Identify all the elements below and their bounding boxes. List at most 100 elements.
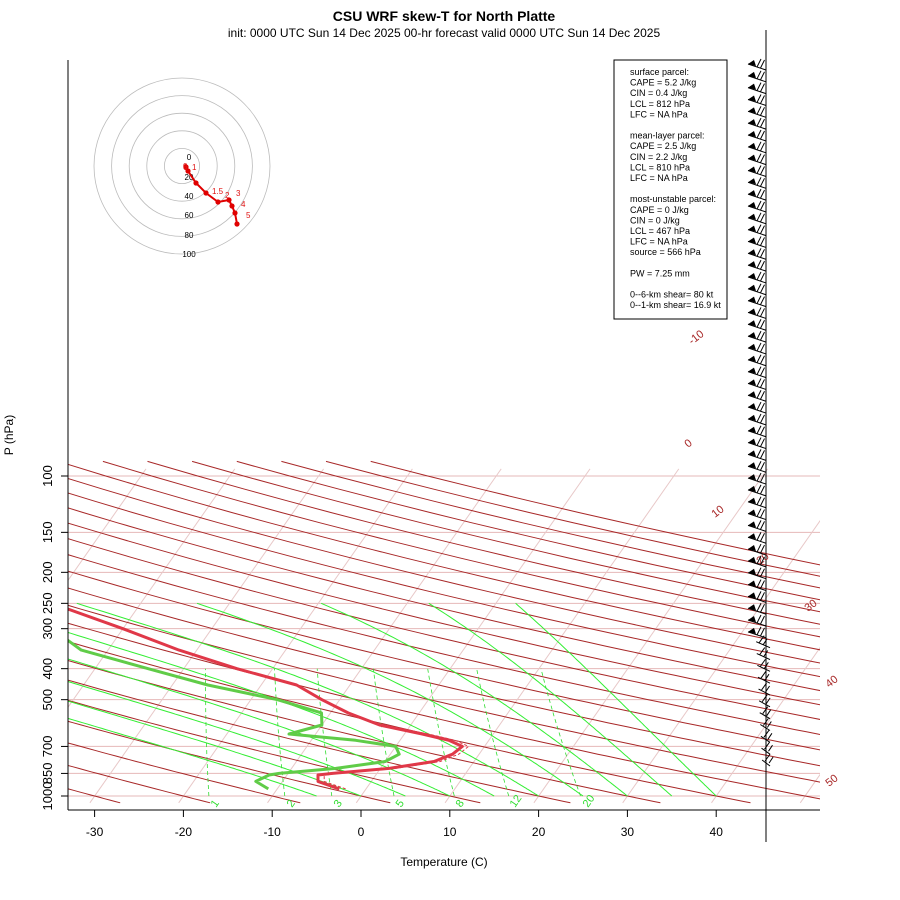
hodograph-height-label: 6 bbox=[183, 163, 188, 172]
wind-barb-feather bbox=[756, 319, 762, 328]
wind-barb bbox=[747, 461, 767, 473]
wind-barb-feather bbox=[756, 236, 762, 245]
wind-barb-feather bbox=[756, 425, 762, 434]
mixing-ratio-label: 20 bbox=[581, 793, 598, 810]
wind-barb-feather bbox=[756, 153, 762, 162]
wind-barb-feather bbox=[756, 555, 762, 565]
moist-adiabat-line bbox=[68, 658, 451, 797]
wind-barb-feather bbox=[760, 568, 765, 577]
x-tick-label: -20 bbox=[175, 825, 193, 839]
wind-barb-feather bbox=[760, 107, 765, 116]
wind-barb-pennant bbox=[748, 474, 756, 481]
hodograph-height-label: 4 bbox=[241, 200, 246, 209]
wind-barb-pennant bbox=[748, 107, 756, 114]
wind-barb-pennant bbox=[748, 308, 756, 315]
wind-barb bbox=[747, 259, 767, 272]
wind-barb-feather bbox=[756, 579, 762, 588]
dry-adiabat-line bbox=[68, 554, 820, 735]
dewpoint-profile-line bbox=[68, 638, 401, 791]
wind-barb-feather bbox=[756, 390, 762, 399]
isotherm-line bbox=[89, 468, 325, 804]
wind-barb-feather bbox=[756, 472, 762, 482]
p-tick-label: 250 bbox=[40, 592, 55, 614]
wind-barb-feather bbox=[766, 721, 772, 728]
wind-barb-pennant bbox=[748, 462, 756, 469]
wind-barb-feather bbox=[762, 706, 769, 714]
wind-barb-feather bbox=[760, 615, 765, 625]
wind-barb-feather bbox=[756, 117, 762, 127]
wind-barb-feather bbox=[756, 437, 762, 446]
wind-barb bbox=[758, 694, 771, 708]
dry-adiabat-line bbox=[68, 463, 820, 651]
wind-barb-feather bbox=[768, 756, 774, 764]
moist-adiabat-line bbox=[320, 602, 628, 797]
mixing-ratio-line bbox=[373, 668, 395, 797]
moist-adiabat-line bbox=[196, 602, 584, 797]
wind-barb-feather bbox=[760, 521, 765, 530]
wind-barb-pennant bbox=[748, 379, 756, 386]
wind-barb bbox=[756, 647, 771, 660]
hodograph-height-label: 0 bbox=[183, 162, 188, 171]
wind-barb-feather bbox=[768, 744, 773, 752]
wind-barb-staff bbox=[761, 759, 771, 767]
wind-barb bbox=[747, 555, 767, 568]
wind-barb bbox=[755, 635, 771, 649]
wind-barb-pennant bbox=[748, 225, 756, 232]
mixing-ratio-label: 1 bbox=[209, 798, 222, 810]
wind-barb-feather bbox=[756, 378, 762, 387]
x-tick-label: 30 bbox=[621, 825, 635, 839]
x-tick-label: -30 bbox=[86, 825, 104, 839]
wind-barb bbox=[747, 390, 767, 402]
wind-barb-pennant bbox=[748, 201, 756, 208]
wind-barb bbox=[760, 730, 773, 743]
moist-adiabat-line bbox=[515, 602, 717, 797]
axes: -30 -20 -10 0 10 20 30 40 100 150 200 250 300 400 500 7… bbox=[40, 465, 723, 839]
wind-barb-pennant bbox=[748, 320, 756, 327]
wind-barb-pennant bbox=[748, 556, 756, 563]
wind-barb-feather bbox=[764, 673, 770, 681]
profile-lines bbox=[68, 607, 470, 791]
wind-barb-feather bbox=[756, 165, 762, 174]
parcel-box-line: surface parcel: bbox=[630, 67, 689, 77]
wind-barb-feather bbox=[756, 496, 762, 505]
wind-barb-feather bbox=[765, 697, 771, 705]
isotherm-line bbox=[711, 646, 820, 804]
wind-barbs bbox=[747, 58, 774, 767]
hodograph-ring bbox=[146, 130, 218, 202]
wind-barb bbox=[747, 319, 767, 331]
p-tick-label: 700 bbox=[40, 736, 55, 758]
wind-barb bbox=[747, 117, 767, 130]
wind-barb-feather bbox=[760, 118, 765, 128]
wind-barb-feather bbox=[760, 178, 765, 187]
wind-barb-pennant bbox=[748, 533, 756, 540]
chart-subtitle: init: 0000 UTC Sun 14 Dec 2025 00-hr for… bbox=[228, 26, 661, 40]
dry-adiabat-line bbox=[68, 742, 301, 804]
wind-barb bbox=[747, 543, 767, 556]
wind-barb-pennant bbox=[748, 237, 756, 244]
wind-barb-pennant bbox=[748, 95, 756, 102]
wind-barb-feather bbox=[766, 709, 772, 716]
wind-barb-staff bbox=[758, 688, 771, 696]
wind-barb-feather bbox=[756, 129, 762, 139]
wind-barb bbox=[747, 200, 767, 213]
wind-barb bbox=[761, 741, 773, 755]
wind-barb-feather bbox=[760, 473, 765, 483]
wind-barb-pennant bbox=[748, 509, 756, 516]
parcel-box-line: LFC = NA hPa bbox=[630, 173, 688, 183]
wind-barb bbox=[747, 177, 767, 189]
dry-adiabat-line bbox=[147, 460, 820, 625]
wind-barb-pennant bbox=[748, 403, 756, 410]
parcel-box-line: source = 566 hPa bbox=[630, 247, 701, 257]
wind-barb-feather bbox=[756, 177, 762, 186]
wind-barb-feather bbox=[760, 296, 765, 305]
wind-barb bbox=[757, 659, 771, 672]
wind-barb-feather bbox=[760, 391, 765, 400]
wind-barb-pennant bbox=[748, 438, 756, 445]
hodograph-ring bbox=[93, 77, 271, 255]
parcel-box-line: CIN = 0 J/kg bbox=[630, 215, 680, 225]
p-tick-label: 850 bbox=[40, 763, 55, 785]
wind-barb-feather bbox=[756, 354, 762, 363]
dry-adiabat-line bbox=[68, 492, 820, 678]
wind-barb-feather bbox=[756, 70, 762, 80]
